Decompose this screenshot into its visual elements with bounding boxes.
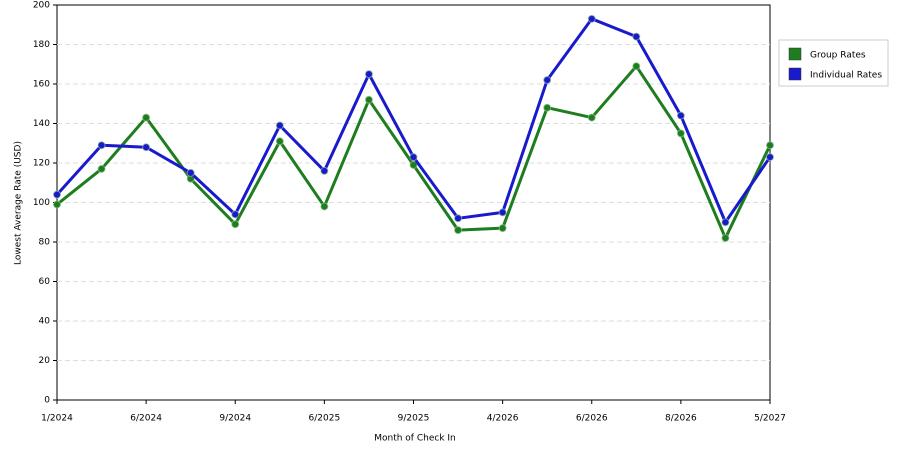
legend-label: Individual Rates [810,71,882,81]
y-tick-label: 100 [33,198,50,208]
point [320,202,329,211]
x-tick-label: 9/2025 [398,414,430,424]
point [721,234,730,243]
point [587,14,596,23]
point [409,160,418,169]
legend-swatch [788,67,802,81]
point [231,220,240,229]
point [498,224,507,233]
y-tick-label: 160 [33,80,50,90]
point [186,168,195,177]
y-tick-label: 200 [33,1,50,11]
y-tick-label: 180 [33,40,50,50]
point [676,111,685,120]
point [320,166,329,175]
point [97,164,106,173]
point [142,143,151,152]
y-tick-label: 60 [39,277,51,287]
point [275,121,284,130]
point [721,218,730,227]
point [53,200,61,209]
point [364,95,373,104]
point [53,190,61,199]
x-tick-label: 9/2024 [219,414,251,424]
point [364,70,373,79]
point [498,208,507,217]
point [543,103,552,112]
point [97,141,106,150]
x-tick-label: 6/2024 [130,414,162,424]
x-tick-label: 5/2027 [754,414,786,424]
point [454,214,463,223]
x-tick-label: 6/2026 [576,414,608,424]
legend-label: Group Rates [810,51,866,61]
point [454,226,463,235]
point [766,153,774,162]
y-tick-label: 120 [33,159,50,169]
x-tick-label: 8/2026 [665,414,697,424]
point [409,153,418,162]
point [632,32,641,41]
y-tick-label: 20 [39,356,51,366]
point [676,129,685,138]
y-tick-label: 40 [39,317,51,327]
point [587,113,596,122]
point [632,62,641,71]
y-tick-label: 140 [33,119,50,129]
y-axis-title: Lowest Average Rate (USD) [14,141,24,265]
legend-swatch [788,47,802,61]
point [231,210,240,219]
point [543,76,552,85]
x-tick-label: 1/2024 [41,414,73,424]
y-tick-label: 0 [44,396,50,406]
point [766,141,774,150]
x-tick-label: 6/2025 [309,414,341,424]
point [275,137,284,146]
point [142,113,151,122]
x-tick-label: 4/2026 [487,414,519,424]
y-tick-label: 80 [39,238,51,248]
x-axis-title: Month of Check In [374,434,456,444]
